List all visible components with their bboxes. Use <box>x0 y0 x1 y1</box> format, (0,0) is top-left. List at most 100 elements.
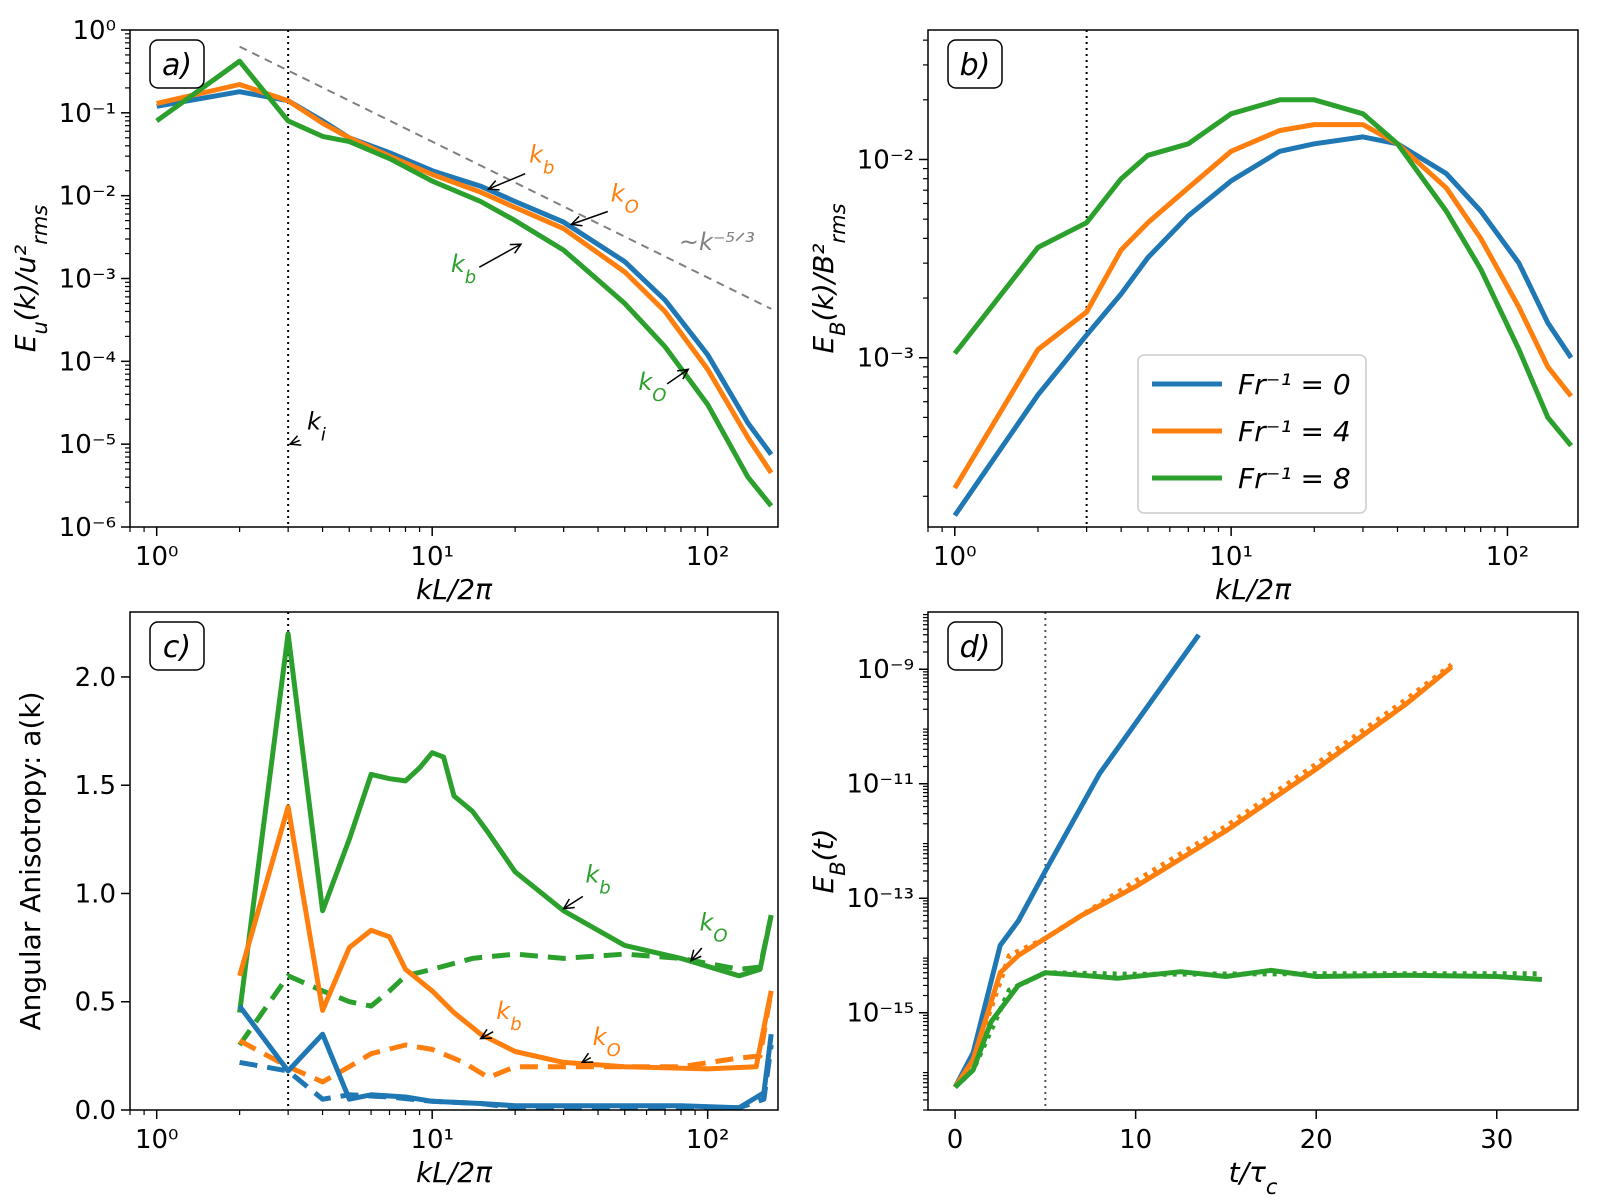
panel-tag: b) <box>960 48 991 83</box>
panel-tag: d) <box>960 630 991 665</box>
annotation-arrow <box>488 172 526 190</box>
series-line <box>953 970 1542 1090</box>
x-axis-label: kL/2π <box>416 1156 493 1189</box>
annotation-arrowhead <box>479 1028 492 1040</box>
annotation-label: ~k⁻⁵ᐟ³ <box>679 228 755 256</box>
series-line <box>952 122 1574 490</box>
annotation-arrowhead <box>689 949 702 962</box>
annotation-label: kO​ <box>611 180 639 218</box>
annotation-arrowhead <box>569 215 583 227</box>
annotation-arrow <box>289 439 301 445</box>
y-tick-label: 10⁻¹³ <box>846 884 914 914</box>
annotation-arrowhead <box>562 898 575 910</box>
y-axis-label: Eu​(k)/u²rms​ <box>9 205 52 353</box>
annotation-label: kO​ <box>593 1023 621 1061</box>
annotation-label: kb​ <box>496 997 521 1034</box>
annotation-arrow <box>480 1031 494 1040</box>
panel-tag-box <box>149 39 205 89</box>
y-tick-label: 10⁻² <box>857 145 914 175</box>
x-tick-label: 10⁰ <box>135 1125 179 1155</box>
panel-tag: a) <box>162 48 192 83</box>
x-tick-label: 10 <box>1119 1125 1152 1155</box>
panel-d-magnetic-energy-time: 0 10 20 30 10⁻¹⁵ 10⁻¹³ 10⁻¹¹ 10⁻⁹ d) t/τc​ EB​(t) <box>807 611 1579 1199</box>
legend-label: Fr⁻¹ = 8 <box>1238 462 1351 495</box>
series-line <box>239 45 772 310</box>
legend-label: Fr⁻¹ = 0 <box>1238 368 1351 401</box>
y-tick-label: 2.0 <box>75 663 116 693</box>
series-line <box>239 1044 774 1110</box>
series-line <box>952 97 1574 448</box>
panel-tag-box <box>149 621 205 671</box>
series-line <box>156 82 774 475</box>
y-tick-label: 10⁻³ <box>59 265 116 295</box>
panel-tag: c) <box>163 630 191 665</box>
x-tick-label: 10¹ <box>1209 542 1253 572</box>
series-group <box>237 631 774 1110</box>
annotation-arrow <box>690 947 703 962</box>
series-group <box>155 45 774 508</box>
series-line <box>237 804 774 1072</box>
x-tick-label: 10¹ <box>410 1125 454 1155</box>
series-line <box>238 990 774 1085</box>
annotation-label: ki​ <box>307 408 326 446</box>
plot-frame <box>927 611 1579 1111</box>
panel-tag-box <box>947 39 1003 89</box>
y-tick-label: 10⁻¹¹ <box>846 770 914 800</box>
series-line <box>155 58 774 508</box>
annotation-label: kO​ <box>638 368 666 406</box>
annotation-arrowhead <box>580 1052 594 1064</box>
x-tick-label: 10² <box>686 1125 730 1155</box>
y-axis-label: EB​(k)/B²rms​ <box>807 203 850 353</box>
panel-tag-box <box>947 621 1003 671</box>
annotation-label: kb​ <box>529 141 554 179</box>
y-tick-label: 10⁻⁵ <box>59 430 116 460</box>
x-tick-label: 10⁰ <box>135 542 179 572</box>
series-line <box>953 967 1543 1090</box>
annotation-arrow <box>478 243 522 268</box>
panel-a-energy-spectrum-velocity: 10⁰ 10¹ 10² 10⁻⁶ 10⁻⁵ 10⁻⁴ 10⁻³ 10⁻² 10⁻¹ 10⁰ kb​ k… <box>9 16 779 606</box>
series-group <box>952 633 1543 1090</box>
y-tick-label: 10⁰ <box>72 16 116 46</box>
y-tick-label: 1.5 <box>75 771 116 801</box>
series-group <box>952 97 1574 517</box>
series-line <box>953 664 1454 1089</box>
x-axis-label: t/τc​ <box>1229 1156 1278 1199</box>
x-tick-label: 10² <box>1486 542 1530 572</box>
y-axis-label: EB​(t) <box>807 829 850 894</box>
y-tick-label: 10⁻⁴ <box>59 347 116 377</box>
annotation-arrow <box>666 368 689 385</box>
series-line <box>952 134 1574 517</box>
annotation-arrowhead <box>288 435 302 446</box>
panel-b-energy-spectrum-magnetic: 10⁰ 10¹ 10² 10⁻³ 10⁻² b) kL/2π EB​(k)/B²rms​ Fr⁻… <box>807 29 1579 606</box>
y-tick-label: 10⁻¹ <box>59 99 116 129</box>
annotation-label: kb​ <box>451 250 476 288</box>
x-tick-label: 30 <box>1480 1125 1513 1155</box>
x-tick-label: 10² <box>686 542 730 572</box>
y-tick-label: 0.0 <box>75 1096 116 1126</box>
y-tick-label: 0.5 <box>75 988 116 1018</box>
series-line <box>237 914 774 1047</box>
annotation-arrow <box>563 895 584 910</box>
y-tick-label: 10⁻² <box>59 182 116 212</box>
plot-frame <box>927 29 1579 528</box>
x-tick-label: 20 <box>1300 1125 1333 1155</box>
annotation-label: kb​ <box>585 861 610 899</box>
annotation-arrowhead <box>486 180 500 191</box>
annotation-arrow <box>571 210 609 226</box>
legend-box <box>1137 354 1367 514</box>
series-line <box>953 662 1454 1089</box>
panel-c-angular-anisotropy: 10⁰ 10¹ 10² 0.0 0.5 1.0 1.5 2.0 kb​ kO​ kb​ kO​ c) kL… <box>14 611 779 1189</box>
x-tick-label: 0 <box>947 1125 964 1155</box>
x-axis-label: kL/2π <box>1215 573 1292 606</box>
x-tick-label: 10¹ <box>410 542 454 572</box>
y-tick-label: 10⁻³ <box>857 344 914 374</box>
y-tick-label: 10⁻⁹ <box>857 655 914 685</box>
y-axis-label: Angular Anisotropy: a(k) <box>14 691 47 1030</box>
plot-frame <box>129 29 779 528</box>
x-axis-label: kL/2π <box>416 573 493 606</box>
y-tick-label: 1.0 <box>75 879 116 909</box>
annotation-arrowhead <box>509 243 523 254</box>
y-tick-label: 10⁻⁶ <box>59 513 116 543</box>
x-tick-label: 10⁰ <box>933 542 977 572</box>
